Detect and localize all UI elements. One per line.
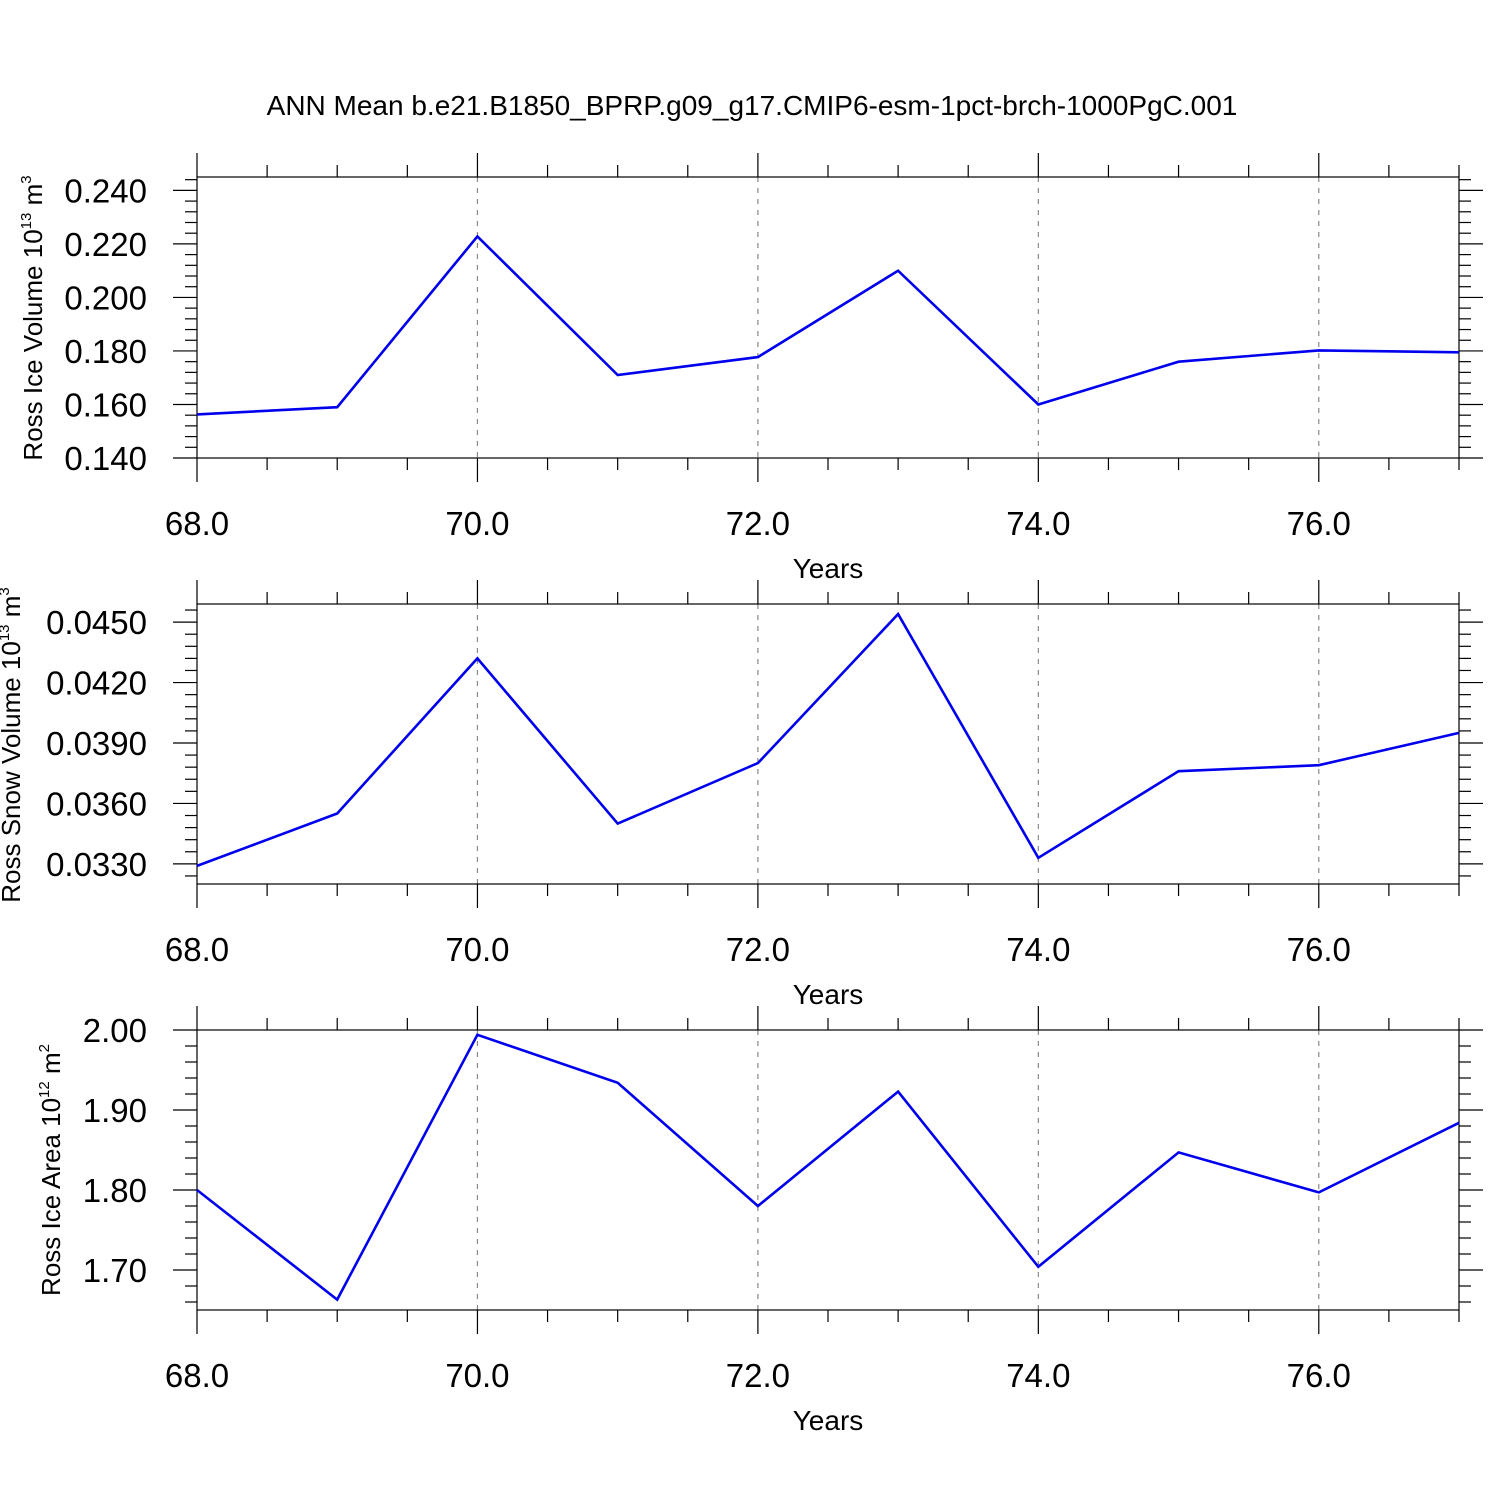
series-line: [196, 234, 1460, 416]
x-tick-label: 70.0: [445, 505, 509, 542]
chart-panels: 68.0 70.0 72.0 74.0 76.0 0.140 0.160 0.180 0.200…: [0, 153, 1483, 1436]
y-tick-label: 0.0330: [46, 846, 147, 883]
x-axis-label: Years: [793, 553, 864, 584]
panel-1: 68.0 70.0 72.0 74.0 76.0 0.140 0.160 0.180 0.200…: [18, 153, 1483, 584]
x-tick-label: 72.0: [726, 1357, 790, 1394]
y-axis-label: Ross Ice Volume 1013 m3: [18, 175, 48, 460]
plot-frame: [196, 176, 1460, 459]
x-tick-label: 68.0: [165, 505, 229, 542]
y-tick-label: 0.160: [64, 386, 147, 423]
y-tick-label: 0.0360: [46, 785, 147, 822]
y-tick-label: 0.180: [64, 333, 147, 370]
x-tick-label: 72.0: [726, 505, 790, 542]
y-axis-label: Ross Ice Area 1012 m2: [36, 1044, 66, 1296]
x-tick-label: 70.0: [445, 931, 509, 968]
y-tick-label: 1.90: [83, 1092, 147, 1129]
figure-title: ANN Mean b.e21.B1850_BPRP.g09_g17.CMIP6-…: [267, 90, 1238, 121]
plot-frame: [196, 1029, 1460, 1311]
y-axis-label: Ross Snow Volume 1013 m3: [0, 587, 26, 903]
x-axis-label: Years: [793, 979, 864, 1010]
x-tick-label: 74.0: [1006, 931, 1070, 968]
x-tick-label: 76.0: [1287, 505, 1351, 542]
y-tick-label: 0.140: [64, 440, 147, 477]
x-tick-label: 74.0: [1006, 505, 1070, 542]
panel-3: 68.0 70.0 72.0 74.0 76.0 1.70 1.80 1.90 2.00 Year…: [36, 1006, 1483, 1436]
plot-frame: [196, 603, 1460, 885]
x-tick-label: 76.0: [1287, 931, 1351, 968]
y-tick-label: 0.200: [64, 279, 147, 316]
series-line: [196, 1033, 1460, 1302]
y-tick-label: 1.70: [83, 1252, 147, 1289]
series-line: [196, 611, 1460, 868]
x-tick-label: 68.0: [165, 1357, 229, 1394]
y-tick-label: 0.0420: [46, 665, 147, 702]
x-tick-label: 76.0: [1287, 1357, 1351, 1394]
x-tick-label: 70.0: [445, 1357, 509, 1394]
y-tick-label: 0.240: [64, 172, 147, 209]
y-tick-label: 0.0450: [46, 604, 147, 641]
x-axis-label: Years: [793, 1405, 864, 1436]
y-tick-label: 0.0390: [46, 725, 147, 762]
panel-2: 68.0 70.0 72.0 74.0 76.0 0.0330 0.0360 0.0390 0.…: [0, 580, 1483, 1010]
x-tick-label: 72.0: [726, 931, 790, 968]
y-tick-label: 1.80: [83, 1172, 147, 1209]
x-tick-label: 74.0: [1006, 1357, 1070, 1394]
x-tick-label: 68.0: [165, 931, 229, 968]
y-tick-label: 0.220: [64, 226, 147, 263]
y-tick-label: 2.00: [83, 1012, 147, 1049]
